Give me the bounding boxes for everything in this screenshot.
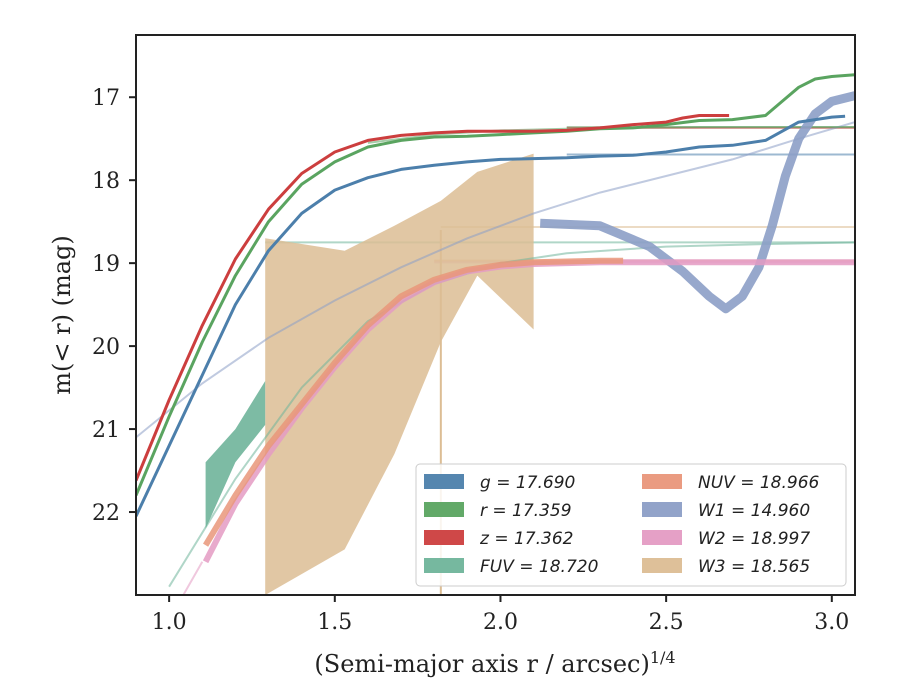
legend-swatch-g: [424, 474, 464, 489]
series-layer: [136, 73, 855, 595]
y-tick-label: 21: [92, 418, 120, 443]
series-band-fuv: [205, 381, 266, 529]
r-model-curve: [367, 126, 855, 144]
legend-label-z: z = 17.362: [479, 529, 573, 549]
series-line-z: [136, 114, 730, 482]
series-line-g: [136, 114, 846, 517]
legend-box: [415, 463, 847, 587]
y-tick-label: 19: [92, 252, 120, 277]
x-axis-label: (Semi-major axis r / arcsec)1/4: [314, 648, 675, 678]
series-line-w1: [540, 91, 855, 314]
y-tick-label: 18: [92, 169, 120, 194]
legend-swatch-r: [424, 502, 464, 517]
x-tick-label: 3.0: [814, 610, 849, 635]
legend-label-w2: W2 = 18.997: [698, 529, 810, 549]
x-axis-label-sup: 1/4: [650, 648, 676, 667]
legend-label-fuv: FUV = 18.720: [480, 557, 598, 577]
x-tick-label: 2.5: [649, 610, 684, 635]
series-line-r: [136, 73, 855, 496]
legend-swatch-w2: [642, 530, 682, 545]
w2-model-curve: [182, 561, 204, 595]
legend-label-nuv: NUV = 18.966: [698, 473, 820, 493]
plot-frame: [135, 34, 856, 596]
legend-label-w1: W1 = 14.960: [698, 501, 810, 521]
series-band-w3: [265, 153, 534, 595]
y-tick-label: 17: [92, 86, 120, 111]
legend-swatch-w1: [642, 502, 682, 517]
legend-swatch-z: [424, 530, 464, 545]
x-tick-label: 2.0: [483, 610, 518, 635]
legend-label-r: r = 17.359: [480, 501, 572, 521]
w1-model-curve: [136, 121, 855, 439]
legend: g = 17.690 r = 17.359 z = 17.362 FUV = 18.7…: [415, 463, 847, 587]
legend-label-g: g = 17.690: [480, 473, 575, 493]
legend-swatch-w3: [642, 558, 682, 573]
legend-label-w3: W3 = 18.565: [698, 557, 810, 577]
y-tick-label: 22: [92, 501, 120, 526]
legend-swatch-fuv: [424, 558, 464, 573]
x-tick-label: 1.5: [317, 610, 352, 635]
axis-layer: 1.0 1.5 2.0 2.5 3.0 17 18 19 20 21 22: [92, 86, 849, 635]
series-line-nuv: [203, 257, 624, 547]
y-tick-label: 20: [92, 335, 120, 360]
y-axis-label: m(< r) (mag): [48, 235, 76, 394]
x-tick-label: 1.0: [152, 610, 187, 635]
legend-swatch-nuv: [642, 474, 682, 489]
